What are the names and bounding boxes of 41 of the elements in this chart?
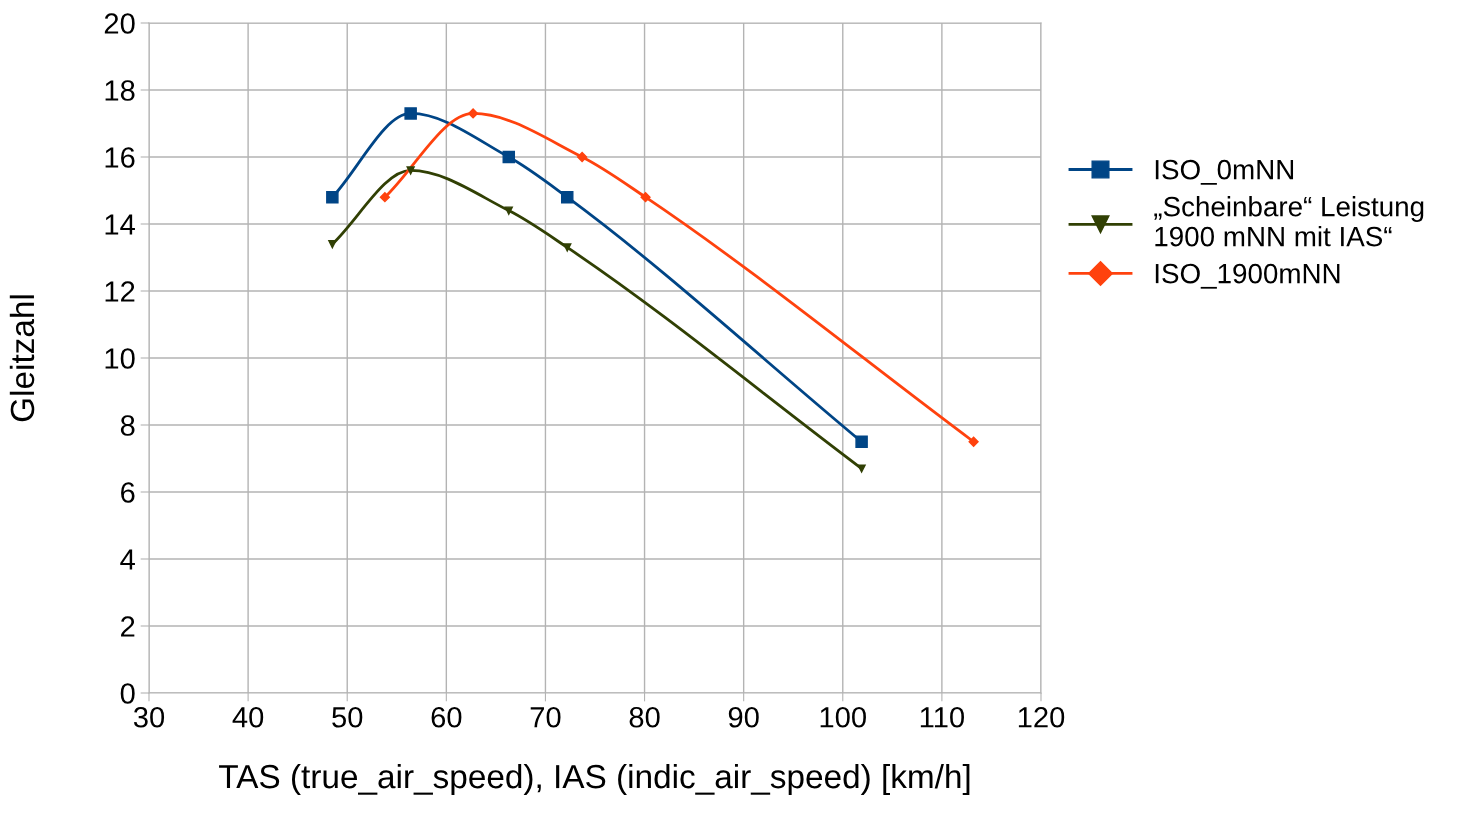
x-tick-label: 100 [820,706,866,728]
point [855,435,868,449]
x-tick-label: 80 [629,706,660,728]
point [968,436,979,447]
point [502,150,516,164]
y-tick-label: 18 [105,80,135,101]
legend-label: „Scheinbare“ Leistung 1900 mNN mit IAS“ [1154,196,1424,247]
y-tick-label: 2 [121,616,135,637]
y-tick-label: 14 [105,214,135,235]
y-tick-label: 16 [105,147,135,168]
x-tick-label: 50 [332,706,363,728]
x-tick-label: 70 [530,706,561,728]
x-tick-label: 30 [133,706,165,728]
y-tick-label: 0 [120,683,135,704]
legend-label: ISO_0mNN [1155,159,1294,185]
y-tick-label: 10 [105,348,135,369]
y-tick-label: 8 [120,415,135,436]
point [563,243,572,252]
legend-label: ISO_1900mNN [1155,263,1340,289]
x-tick-label: 110 [920,706,965,728]
x-tick-label: 40 [232,706,264,728]
point [404,107,417,120]
x-axis-title: TAS (true_air_speed), IAS (indic_air_speed) [km/h] [219,763,970,796]
y-axis-title: Gleitzahl [9,295,35,422]
x-tick-label: 120 [1018,706,1065,728]
point [326,190,339,204]
x-tick-label: 90 [728,706,759,728]
y-tick-label: 20 [104,13,135,34]
point [328,239,337,249]
point [504,206,513,215]
point [379,192,390,203]
y-tick-label: 4 [120,549,135,570]
point [406,166,415,175]
y-tick-label: 12 [105,281,135,302]
point [857,464,866,473]
y-tick-label: 6 [121,482,135,503]
point [640,192,651,203]
point [577,151,588,163]
point [467,108,479,119]
point [560,190,574,204]
x-tick-label: 60 [431,706,462,728]
